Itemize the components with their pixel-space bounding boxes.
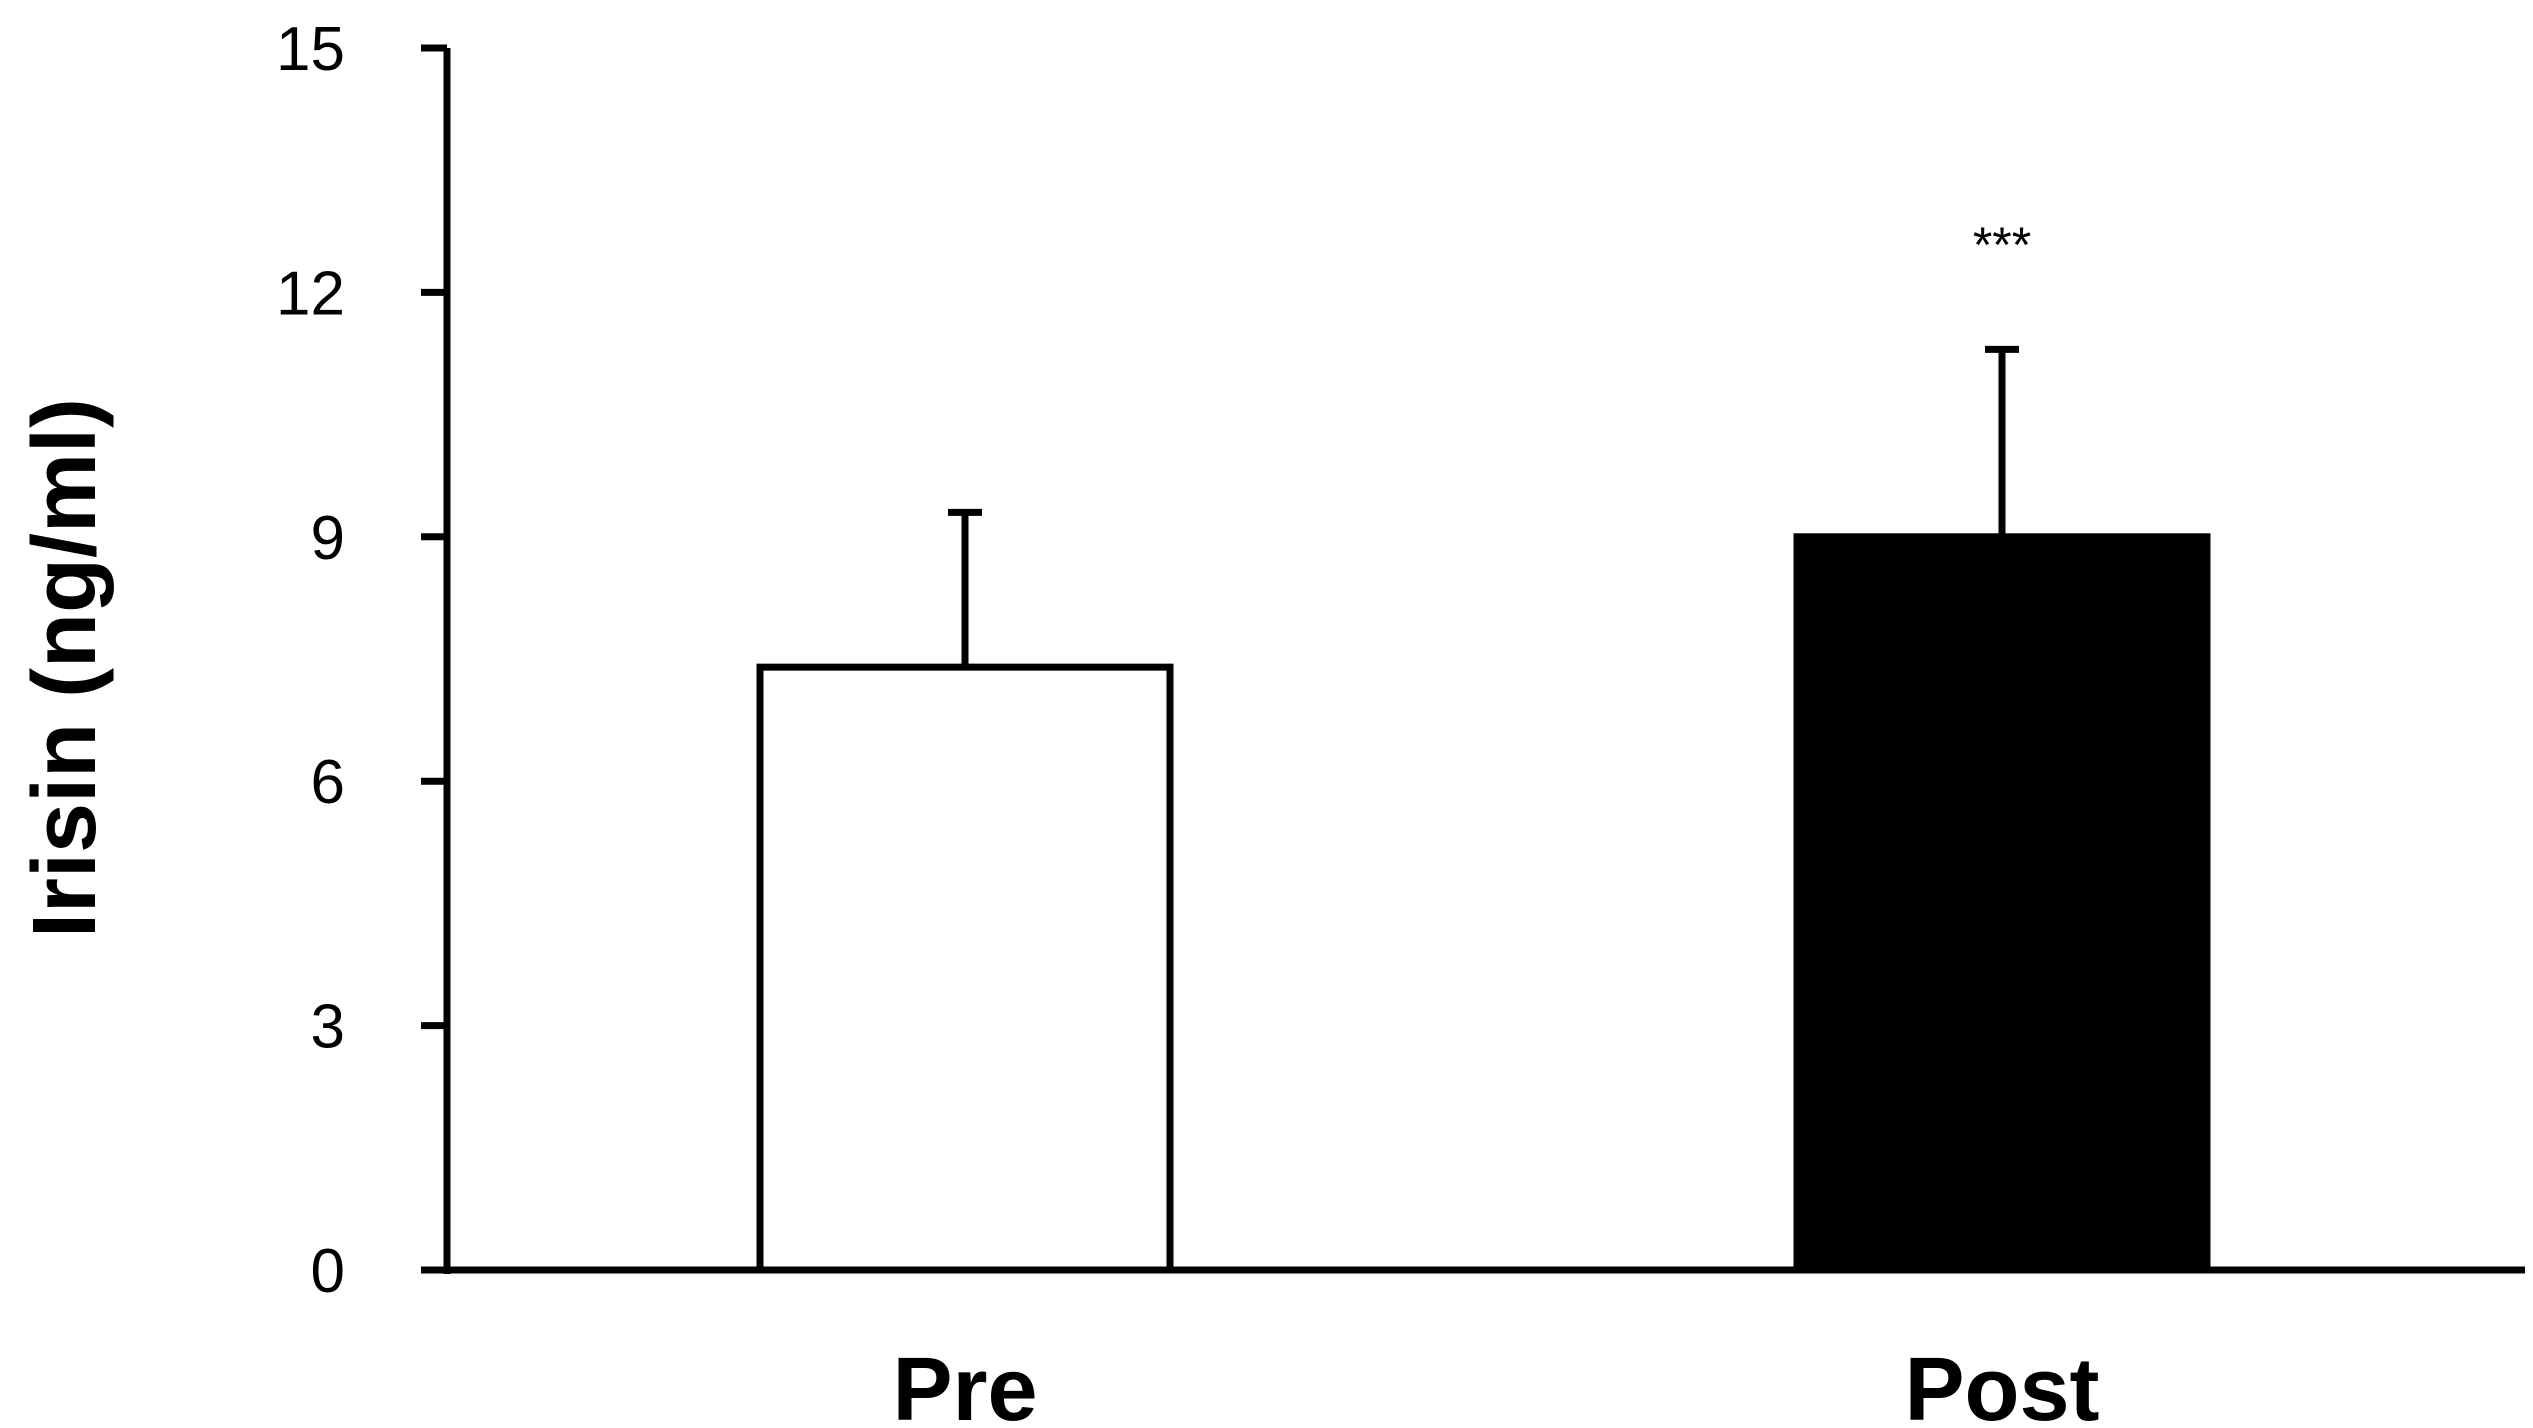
labels: 0 3 6 9 12 15 Pre Post *** (276, 15, 2099, 1428)
bar-post (1793, 533, 2211, 1274)
x-category-label-post: Post (1904, 1340, 2099, 1428)
y-tick-label-6: 6 (311, 748, 345, 817)
y-axis-title: Irisin (ng/ml) (15, 398, 115, 938)
significance-annotation-post: *** (1973, 217, 2031, 273)
bar-pre (756, 663, 1174, 1274)
y-tick-label-12: 12 (276, 259, 345, 328)
y-tick-label-9: 9 (311, 504, 345, 573)
y-tick-label-3: 3 (311, 993, 345, 1062)
y-tick-label-0: 0 (311, 1237, 345, 1306)
x-category-label-pre: Pre (892, 1340, 1037, 1428)
y-tick-label-15: 15 (276, 15, 345, 84)
bars (756, 345, 2211, 1274)
